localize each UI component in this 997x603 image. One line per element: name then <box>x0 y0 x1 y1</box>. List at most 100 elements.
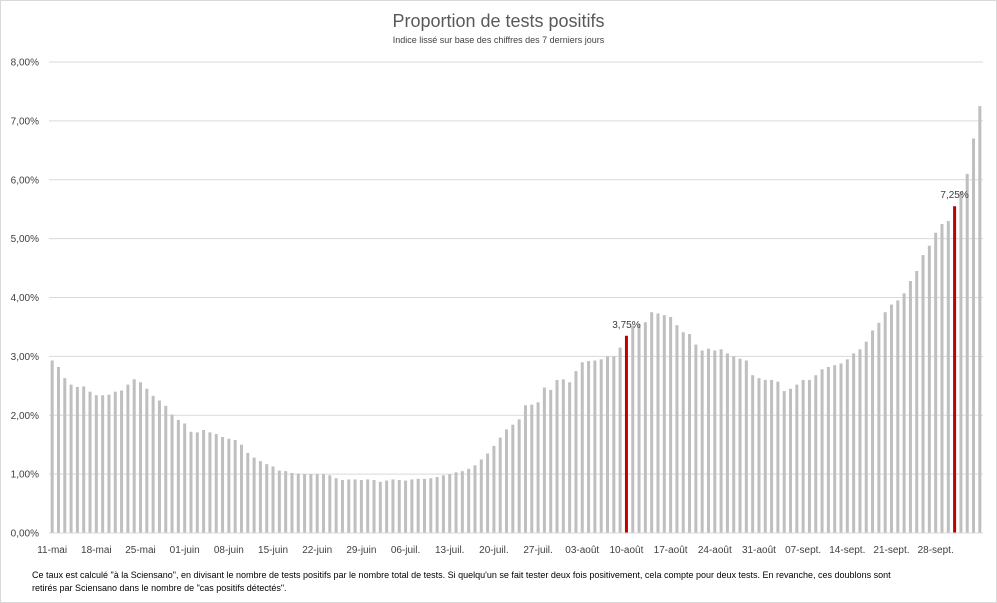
bar <box>700 350 704 533</box>
bar <box>189 431 193 533</box>
bar <box>208 432 212 533</box>
bar <box>353 479 357 533</box>
bar <box>296 473 300 533</box>
y-tick-label: 5,00% <box>11 234 39 245</box>
bar <box>681 332 685 533</box>
bar <box>757 378 761 533</box>
bar <box>763 379 767 533</box>
bar <box>233 439 237 533</box>
bar <box>826 366 830 533</box>
y-tick-label: 1,00% <box>11 470 39 481</box>
bar <box>688 334 692 533</box>
y-tick-label: 2,00% <box>11 411 39 422</box>
x-tick-label: 21-sept. <box>873 545 909 556</box>
bar <box>486 453 490 533</box>
x-tick-label: 11-mai <box>37 545 67 556</box>
bar <box>833 365 837 533</box>
bar <box>530 404 534 533</box>
y-tick-label: 7,00% <box>11 116 39 127</box>
bar <box>246 452 250 533</box>
bar <box>94 395 98 533</box>
bar <box>157 400 161 533</box>
bar <box>542 387 546 533</box>
bar <box>429 478 433 533</box>
bar <box>852 353 856 533</box>
bar <box>75 386 79 533</box>
bar <box>612 356 616 534</box>
bar <box>965 173 969 534</box>
x-tick-label: 13-juil. <box>435 545 464 556</box>
bar <box>725 353 729 533</box>
bar <box>239 444 243 533</box>
bar <box>561 379 565 533</box>
y-tick-label: 4,00% <box>11 293 39 304</box>
bar <box>113 391 117 533</box>
x-tick-label: 27-juil. <box>523 545 552 556</box>
bar <box>820 369 824 533</box>
x-tick-label: 25-mai <box>125 545 156 556</box>
bar <box>511 424 515 533</box>
bar <box>366 479 370 533</box>
bar <box>694 344 698 533</box>
bar <box>284 471 288 533</box>
bar <box>422 478 426 533</box>
bar <box>404 480 408 533</box>
bar <box>940 223 944 533</box>
bar <box>858 349 862 533</box>
bar <box>132 379 136 533</box>
x-tick-label: 20-juil. <box>479 545 508 556</box>
bar <box>889 304 893 533</box>
bar <box>290 472 294 533</box>
bar <box>467 468 471 533</box>
bar <box>391 479 395 533</box>
chart-title: Proportion de tests positifs <box>392 11 605 31</box>
x-tick-label: 01-juin <box>170 545 200 556</box>
bar <box>959 191 963 533</box>
bar <box>719 349 723 533</box>
bar <box>397 480 401 533</box>
bar <box>271 466 275 533</box>
bar <box>69 384 73 533</box>
bar <box>309 474 313 534</box>
x-tick-label: 07-sept. <box>785 545 821 556</box>
bar <box>921 255 925 534</box>
footnote-line-2: retirés par Sciensano dans le nombre de … <box>32 583 287 593</box>
bar <box>139 382 143 533</box>
bar <box>107 394 111 533</box>
bar <box>795 384 799 533</box>
bar <box>606 356 610 534</box>
bar <box>523 405 527 533</box>
bar <box>927 245 931 533</box>
bar <box>618 347 622 533</box>
bar <box>517 419 521 533</box>
x-tick-label: 06-juil. <box>391 545 420 556</box>
data-label: 3,75% <box>612 320 640 331</box>
bar <box>473 465 477 533</box>
x-tick-label: 17-août <box>654 545 688 556</box>
bar <box>340 480 344 533</box>
highlight-bar <box>624 335 628 533</box>
bar <box>145 388 149 533</box>
y-tick-label: 6,00% <box>11 175 39 186</box>
x-tick-label: 28-sept. <box>918 545 954 556</box>
y-tick-label: 8,00% <box>11 58 39 69</box>
y-tick-label: 3,00% <box>11 352 39 363</box>
bar <box>176 419 180 533</box>
bar <box>675 325 679 533</box>
bar <box>441 475 445 533</box>
bar <box>814 375 818 533</box>
bar <box>334 478 338 533</box>
bar <box>934 232 938 534</box>
bar-chart: 0,00% 1,00% 2,00% 3,00% 4,00% 5,00% 6,00% 7,00%… <box>11 58 983 556</box>
bar <box>385 480 389 533</box>
bar <box>303 474 307 534</box>
bar <box>252 457 256 533</box>
bar <box>656 313 660 533</box>
bar <box>183 423 187 533</box>
bar <box>126 384 130 533</box>
bar <box>536 402 540 533</box>
footnote: Ce taux est calculé "à la Sciensano", en… <box>32 569 972 595</box>
bar <box>416 478 420 533</box>
highlight-bar <box>953 206 957 534</box>
bar <box>946 220 950 533</box>
